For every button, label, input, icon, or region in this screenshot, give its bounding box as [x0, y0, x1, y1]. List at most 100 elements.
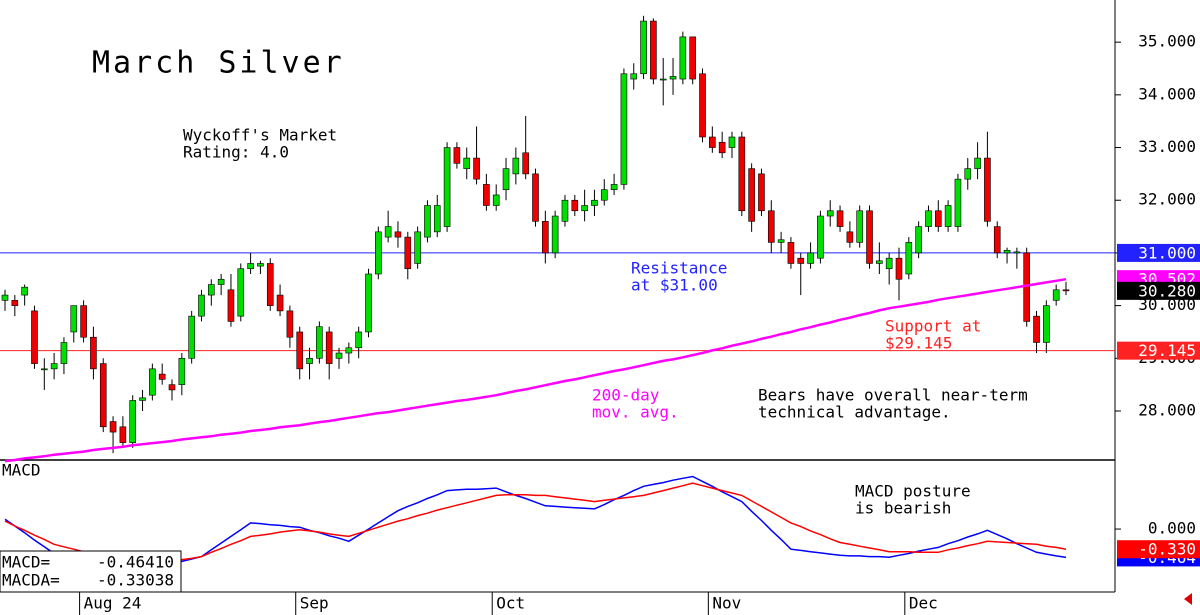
reference-value-box — [1117, 341, 1200, 360]
candle-body — [1052, 289, 1060, 301]
candle-body — [807, 252, 814, 264]
candle-body — [276, 294, 284, 312]
candle-body — [40, 368, 48, 371]
candle-body — [964, 168, 972, 180]
candle-body — [620, 73, 628, 185]
candle-body — [188, 315, 195, 359]
candle-body — [266, 263, 274, 306]
candle-body — [31, 310, 38, 364]
y-tick-label: 30.000 — [1138, 295, 1196, 314]
candle-body — [767, 210, 775, 243]
candle-body — [50, 363, 58, 370]
candle-body — [551, 215, 559, 254]
candle-body — [571, 199, 579, 212]
candle-body — [316, 326, 323, 359]
scroll-arrow — [1184, 593, 1192, 605]
y-tick-label: 35.000 — [1138, 32, 1196, 51]
candle-body — [217, 278, 225, 285]
candle-body — [856, 210, 863, 243]
candle-body — [306, 358, 313, 364]
candle-body — [591, 199, 598, 206]
candle-body — [424, 205, 431, 238]
candle-body — [208, 284, 215, 296]
candle-body — [679, 36, 687, 80]
candle-body — [149, 368, 156, 396]
macd-value: -0.330 — [1138, 540, 1196, 559]
candle-body — [650, 20, 657, 80]
candle-body — [954, 178, 962, 227]
candle-body — [669, 76, 677, 80]
panel-title: MACD — [2, 461, 41, 480]
annotation: Support at — [885, 317, 981, 336]
reference-value: 29.145 — [1138, 341, 1196, 360]
y-tick-label: 34.000 — [1138, 84, 1196, 103]
candle-body — [787, 242, 795, 264]
last-price-box — [1117, 281, 1200, 300]
y-tick-label: 28.000 — [1138, 400, 1196, 419]
candle-body — [709, 136, 716, 148]
moving-average-line — [4, 277, 1067, 463]
candle-body — [483, 184, 490, 206]
candle-body — [1062, 289, 1070, 292]
candle-body — [561, 199, 569, 222]
annotation: $29.145 — [885, 334, 952, 353]
candle-body — [463, 157, 471, 169]
y-tick-label: 33.000 — [1138, 137, 1196, 156]
candle-body — [473, 157, 480, 180]
x-tick-label: Aug 24 — [84, 594, 142, 613]
candle-body — [777, 239, 785, 243]
candle-body — [1003, 249, 1011, 254]
reference-value-box — [1117, 243, 1200, 262]
macd-line — [4, 482, 1067, 566]
candle-body — [915, 226, 922, 254]
candle-body — [443, 147, 451, 227]
candle-body — [60, 342, 68, 364]
candle-body — [453, 147, 461, 164]
candle-body — [119, 426, 127, 443]
candle-body — [817, 215, 824, 259]
candle-body — [885, 257, 893, 270]
candle-body — [90, 336, 97, 370]
candle-body — [365, 273, 372, 333]
annotation: at $31.00 — [631, 276, 718, 295]
candle-body — [325, 331, 333, 364]
candle-body — [502, 168, 510, 190]
candle-body — [866, 210, 873, 264]
readout-name: MACDA= — [2, 571, 60, 590]
candle-body — [610, 184, 618, 190]
candle-body — [139, 397, 146, 401]
candle-body — [286, 310, 294, 338]
candle-body — [718, 141, 726, 154]
annotation: technical advantage. — [758, 403, 951, 422]
candle-body — [129, 400, 137, 443]
candle-body — [11, 300, 19, 306]
candle-body — [934, 210, 942, 227]
candle-body — [522, 152, 529, 175]
candle-body — [198, 294, 205, 317]
candle-body — [728, 136, 736, 148]
candle-body — [659, 78, 667, 81]
candle-body — [21, 286, 28, 296]
candle-body — [414, 231, 421, 264]
candle-body — [512, 157, 520, 175]
candle-body — [257, 263, 264, 267]
candle-body — [748, 168, 755, 222]
readout-box — [0, 550, 182, 593]
macd-line — [4, 475, 1067, 571]
candle-body — [345, 347, 353, 354]
macd-value-box — [1117, 540, 1200, 559]
candle-body — [600, 189, 608, 201]
candle-body — [178, 358, 186, 385]
candle-body — [699, 73, 706, 138]
candle-body — [984, 157, 991, 222]
readout-value: -0.46410 — [97, 553, 174, 572]
last-price: 30.280 — [1138, 281, 1196, 300]
candle-body — [532, 173, 539, 222]
candle-body — [158, 373, 166, 380]
candle-body — [826, 210, 834, 217]
candle-body — [905, 242, 913, 275]
candle-body — [335, 352, 343, 359]
candle-body — [433, 205, 441, 233]
